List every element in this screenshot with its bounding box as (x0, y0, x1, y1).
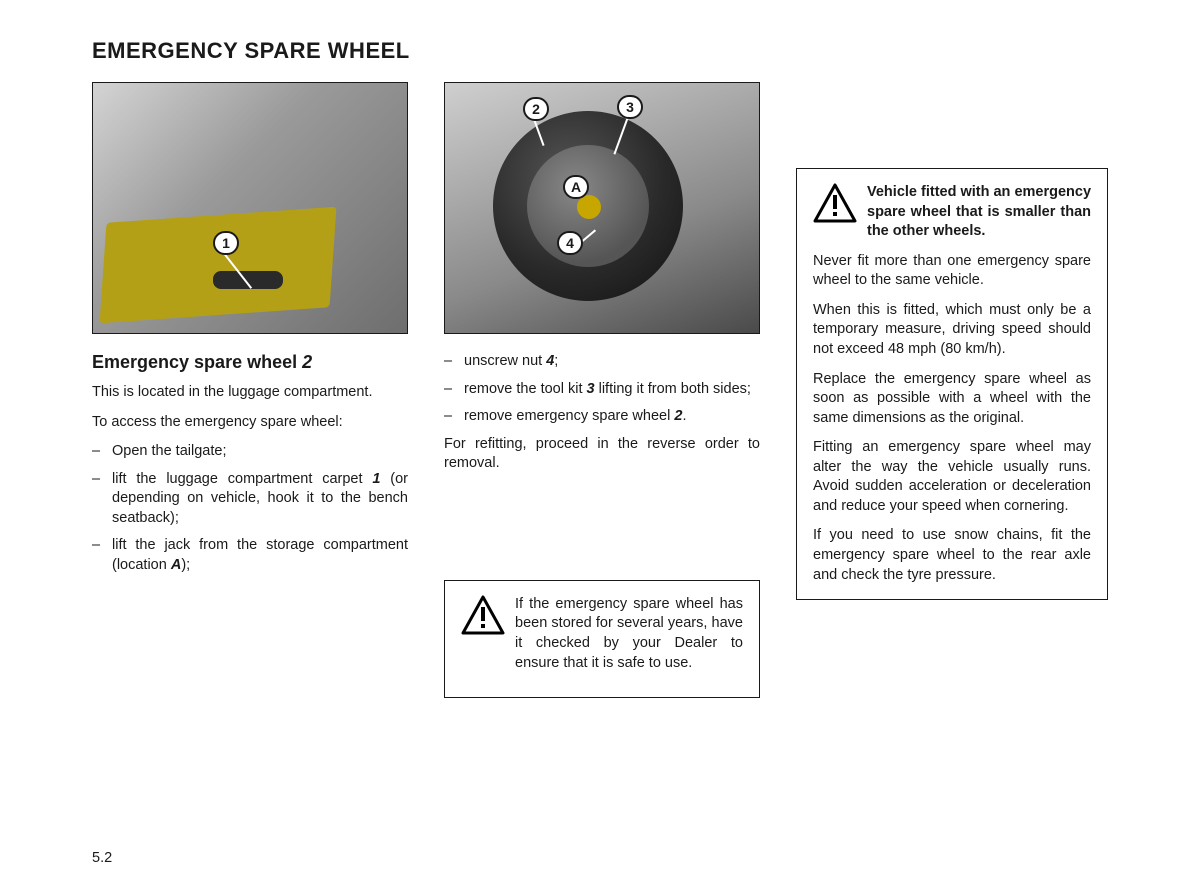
page-number: 5.2 (92, 850, 112, 866)
warning-box-storage: If the emergency spare wheel has been st… (444, 580, 760, 698)
callout-A: A (563, 175, 589, 199)
col1-li1: Open the tailgate; (92, 442, 408, 462)
warning-1-text: If the emergency spare wheel has been st… (515, 595, 743, 673)
fig1-mat (100, 207, 337, 324)
col3-p2: When this is fitted, which must only be … (813, 301, 1091, 360)
col1-li2-a: lift the luggage compartment carpet (112, 471, 372, 487)
col1-li3-a: lift the jack from the storage compartme… (112, 537, 408, 573)
figure-1: 26653 1 (92, 82, 408, 334)
col2-li3-b: . (682, 408, 686, 424)
page: EMERGENCY SPARE WHEEL 26653 1 Emergency … (0, 0, 1200, 888)
col2-li1-a: unscrew nut (464, 353, 546, 369)
col2-li1: unscrew nut 4; (444, 352, 760, 372)
warning-icon (813, 183, 857, 223)
fig2-hub (577, 195, 601, 219)
callout-4: 4 (557, 231, 583, 255)
subheading-spare-wheel: Emergency spare wheel 2 (92, 352, 408, 373)
warning-2-head: Vehicle fitted with an emergency spare w… (867, 183, 1091, 242)
warning-head-1: If the emergency spare wheel has been st… (461, 595, 743, 673)
callout-3: 3 (617, 95, 643, 119)
callout-2: 2 (523, 97, 549, 121)
col1-p2: To access the emergency spare wheel: (92, 413, 408, 433)
col3-p4: Fitting an emergency spare wheel may alt… (813, 438, 1091, 516)
col1-li3: lift the jack from the storage compartme… (92, 536, 408, 575)
column-2: 26887 2 3 A 4 unscrew nut 4; remove the … (444, 82, 760, 888)
col2-li2-a: remove the tool kit (464, 381, 587, 397)
col1-li3-b: ); (181, 557, 190, 573)
col3-p1: Never fit more than one emergency spare … (813, 252, 1091, 291)
col2-li3-a: remove emergency spare wheel (464, 408, 674, 424)
warning-icon (461, 595, 505, 635)
col3-p5: If you need to use snow chains, fit the … (813, 526, 1091, 585)
col2-li2: remove the tool kit 3 lifting it from bo… (444, 380, 760, 400)
figure-2: 26887 2 3 A 4 (444, 82, 760, 334)
warning-box-smaller-wheel: Vehicle fitted with an emergency spare w… (796, 168, 1108, 600)
callout-1: 1 (213, 231, 239, 255)
col2-li1-b: ; (554, 353, 558, 369)
col2-list: unscrew nut 4; remove the tool kit 3 lif… (444, 352, 760, 435)
col1-li2: lift the luggage compartment carpet 1 (o… (92, 470, 408, 529)
warning-head-2: Vehicle fitted with an emergency spare w… (813, 183, 1091, 242)
column-1: 26653 1 Emergency spare wheel 2 This is … (92, 82, 408, 888)
col2-refit: For refitting, proceed in the reverse or… (444, 435, 760, 474)
page-title: EMERGENCY SPARE WHEEL (92, 38, 1108, 64)
col1-p1: This is located in the luggage compartme… (92, 383, 408, 403)
col2-li2-b: lifting it from both sides; (595, 381, 751, 397)
col1-list: Open the tailgate; lift the luggage comp… (92, 442, 408, 583)
col3-p3: Replace the emergency spare wheel as soo… (813, 370, 1091, 429)
col2-li2-num: 3 (587, 381, 595, 397)
subheading-text: Emergency spare wheel (92, 352, 302, 372)
subheading-num: 2 (302, 352, 312, 372)
column-3: Vehicle fitted with an emergency spare w… (796, 82, 1108, 888)
col1-li3-num: A (171, 557, 181, 573)
columns: 26653 1 Emergency spare wheel 2 This is … (92, 82, 1108, 888)
col2-li3: remove emergency spare wheel 2. (444, 407, 760, 427)
